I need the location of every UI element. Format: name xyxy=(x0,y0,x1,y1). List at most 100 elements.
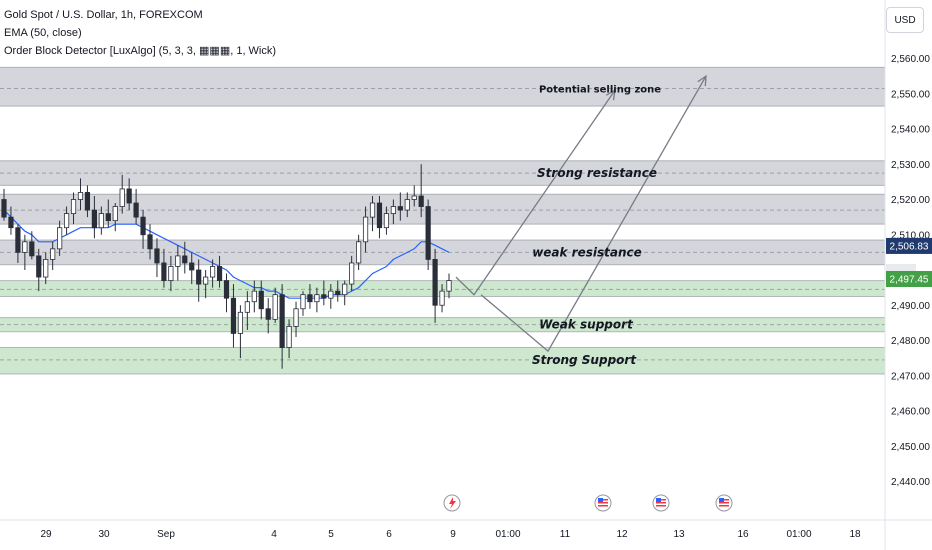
candle-down xyxy=(189,262,195,271)
price-tick-label: 2,510.00 xyxy=(891,230,930,241)
candle-up xyxy=(237,311,244,334)
candle-up xyxy=(22,241,28,253)
candle-up xyxy=(362,216,369,243)
candle-down xyxy=(126,188,132,204)
time-tick-label: 29 xyxy=(40,529,52,540)
candle-down xyxy=(147,234,153,250)
candle-down xyxy=(321,294,327,299)
candle-up xyxy=(70,199,77,214)
us-flag-event-icon[interactable] xyxy=(715,494,733,512)
current-price-badge-bg xyxy=(886,270,932,287)
projection-path-b xyxy=(480,75,707,353)
order-block-indicator-label[interactable]: Order Block Detector [LuxAlgo] (5, 3, 3,… xyxy=(4,45,277,57)
candle-down xyxy=(161,262,167,281)
candle-down xyxy=(29,241,35,257)
ema-layer xyxy=(3,209,450,299)
price-tick-label: 2,490.00 xyxy=(891,301,930,312)
candle-up xyxy=(369,202,376,218)
us-flag-event-icon[interactable] xyxy=(594,494,612,512)
candle-up xyxy=(112,206,118,222)
zone-label: Strong resistance xyxy=(537,166,657,180)
candle-down xyxy=(432,259,438,306)
projection-layer xyxy=(455,74,707,353)
candle-up xyxy=(328,290,334,299)
price-tick-label: 2,440.00 xyxy=(891,477,930,488)
projection-arrowhead xyxy=(697,74,707,87)
time-tick-label: 01:00 xyxy=(495,529,520,540)
last-price-badge-bg xyxy=(886,237,932,254)
time-axis: 29 30 Sep 4 5 6 9 01:00 11 12 13 16 01:00 18 xyxy=(40,529,861,540)
price-tick-label: 2,450.00 xyxy=(891,442,930,453)
candle-up xyxy=(77,192,84,200)
candle-down xyxy=(36,255,42,278)
candle-down xyxy=(1,199,7,218)
candle-down xyxy=(279,294,285,348)
last-price-badge: 2,506.83 xyxy=(890,241,929,252)
candle-down xyxy=(133,202,139,218)
candle-up xyxy=(342,283,348,296)
time-tick-label: 13 xyxy=(673,529,685,540)
candle-up xyxy=(251,290,257,303)
candle-down xyxy=(335,290,341,296)
candle-up xyxy=(175,255,181,267)
candle-down xyxy=(182,255,188,264)
candle-up xyxy=(119,188,125,207)
zone-labels: Potential selling zone Strong resistance w… xyxy=(532,84,661,366)
price-tick-label: 2,520.00 xyxy=(891,195,930,206)
lightning-event-icon[interactable] xyxy=(443,494,461,512)
us-flag-event-icon[interactable] xyxy=(652,494,670,512)
candle-up xyxy=(404,199,410,211)
candle-down xyxy=(140,216,146,236)
symbol-title[interactable]: Gold Spot / U.S. Dollar, 1h, FOREXCOM xyxy=(4,9,203,21)
candle-up xyxy=(244,301,250,313)
zone-support-6 xyxy=(0,347,885,374)
zone-label: weak resistance xyxy=(532,245,642,259)
candle-down xyxy=(154,248,160,264)
time-tick-label: Sep xyxy=(157,529,175,540)
candle-down xyxy=(84,192,91,211)
time-tick-label: 11 xyxy=(560,529,571,540)
time-tick-label: 18 xyxy=(849,529,861,540)
events-layer xyxy=(443,494,733,512)
time-tick-label: 12 xyxy=(616,529,628,540)
candle-up xyxy=(50,248,56,260)
candle-down xyxy=(8,216,14,229)
current-price-badge: 2,497.45 xyxy=(890,274,929,285)
candle-up xyxy=(439,290,445,306)
candle-down xyxy=(15,227,21,253)
zone-label: Weak support xyxy=(539,318,634,332)
candle-up xyxy=(168,266,174,281)
candle-up xyxy=(293,308,299,327)
candle-down xyxy=(418,195,424,207)
time-tick-label: 5 xyxy=(328,529,334,540)
projection-path-a xyxy=(455,89,616,296)
zones-layer xyxy=(0,66,885,375)
chart-legend: Gold Spot / U.S. Dollar, 1h, FOREXCOM EM… xyxy=(4,6,276,60)
candle-down xyxy=(223,280,230,299)
candle-down xyxy=(105,213,111,222)
price-tick-label: 2,530.00 xyxy=(891,160,930,171)
price-tick-label: 2,540.00 xyxy=(891,125,930,136)
price-tick-label: 2,470.00 xyxy=(891,371,930,382)
candle-down xyxy=(91,209,97,229)
price-tick-label: 2,550.00 xyxy=(891,89,930,100)
candle-up xyxy=(57,227,63,250)
currency-button[interactable]: USD xyxy=(886,7,924,33)
candle-up xyxy=(272,294,278,320)
candle-down xyxy=(230,297,237,334)
price-tick-label: 2,560.00 xyxy=(891,54,930,65)
zone-resistance-2 xyxy=(0,194,885,225)
ema-line xyxy=(3,209,450,299)
ema-indicator-label[interactable]: EMA (50, close) xyxy=(4,27,82,39)
candle-up xyxy=(300,294,306,310)
candle-up xyxy=(209,266,216,278)
zone-label: Strong Support xyxy=(532,353,637,367)
candle-up xyxy=(314,294,320,303)
time-tick-label: 16 xyxy=(737,529,749,540)
candle-down xyxy=(376,202,383,229)
candle-down xyxy=(425,206,431,260)
candle-down xyxy=(265,308,271,320)
time-tick-label: 30 xyxy=(98,529,110,540)
time-tick-label: 01:00 xyxy=(786,529,811,540)
